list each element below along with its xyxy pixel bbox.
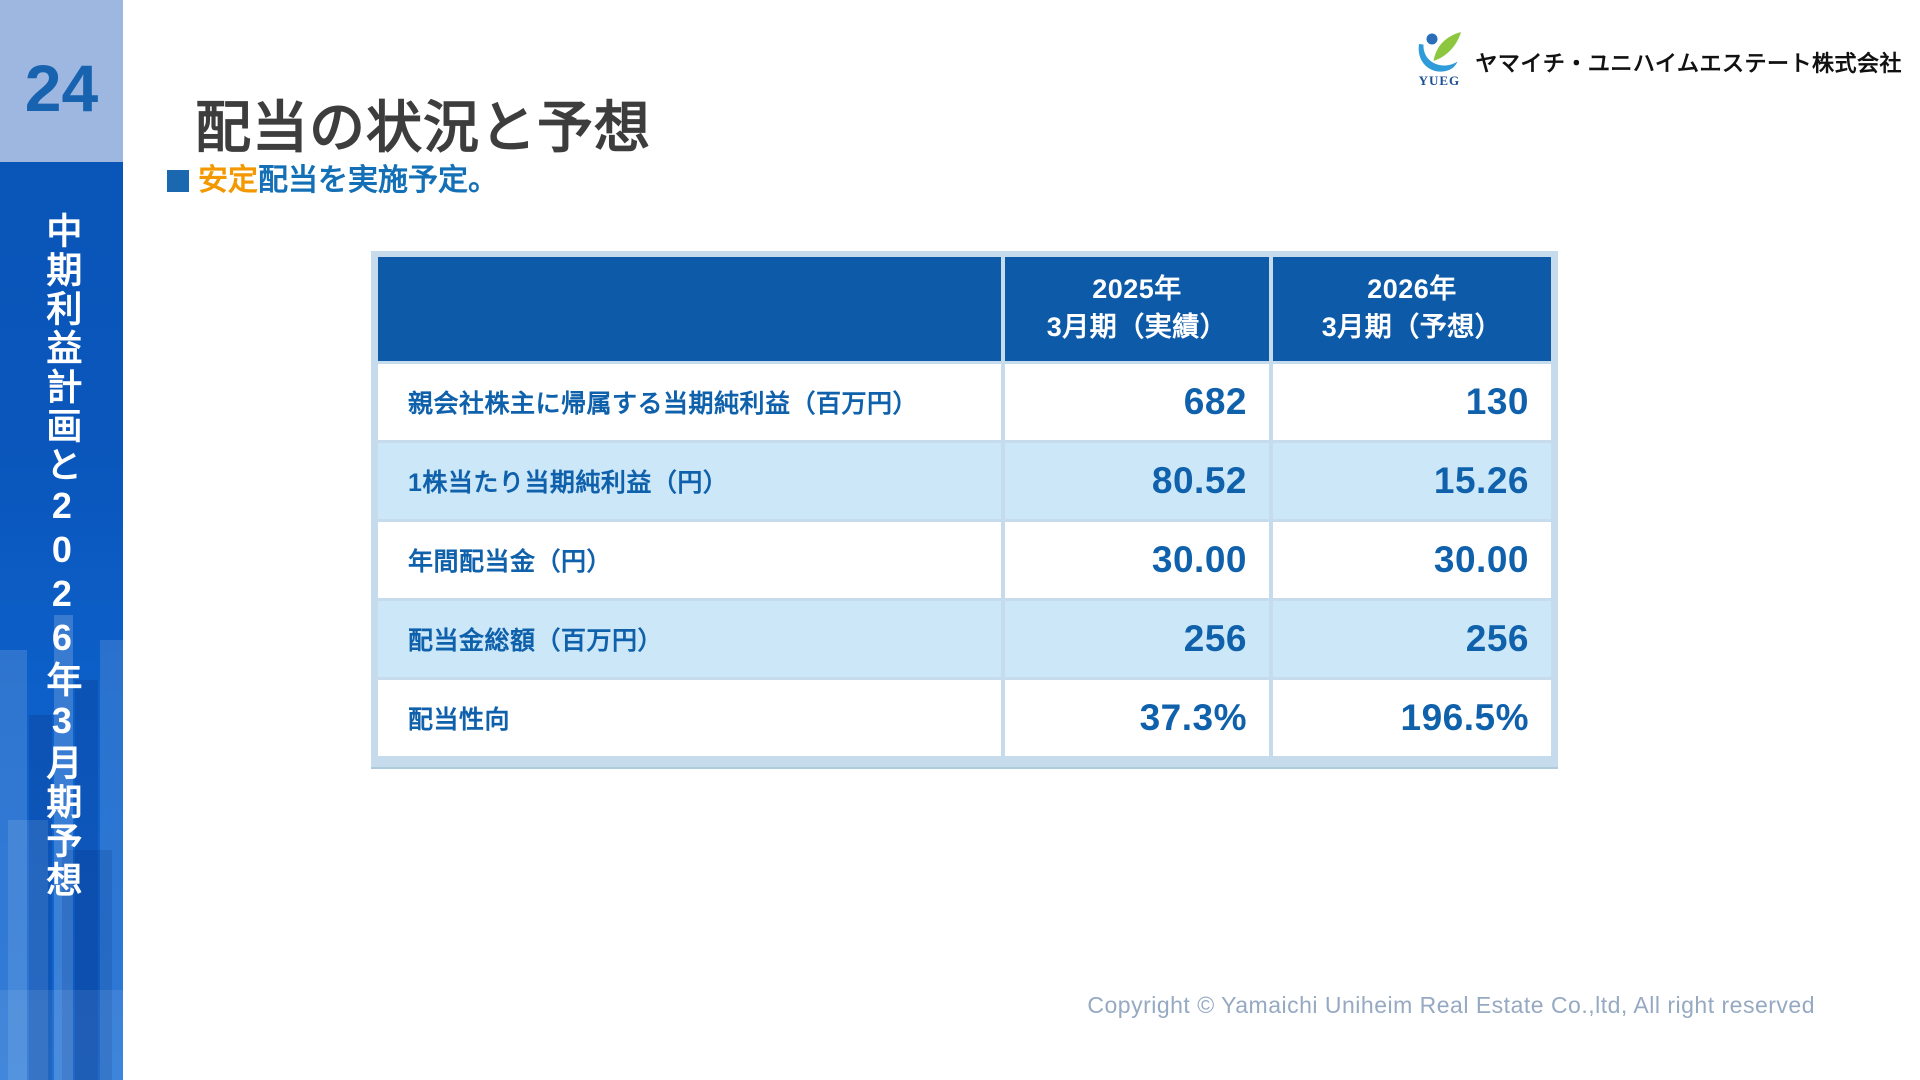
row-value-2026: 30.00 <box>1273 522 1551 598</box>
copyright-text: Copyright © Yamaichi Uniheim Real Estate… <box>1087 992 1815 1018</box>
sidebar-section-title-wrap: 中期利益計画と2026年3月期予想 <box>0 212 123 1052</box>
page-number-box: 24 <box>0 0 123 162</box>
header-fy2025-line1: 2025年 <box>1092 274 1182 305</box>
row-label: 1株当たり当期純利益（円） <box>378 443 1001 519</box>
row-label: 配当性向 <box>378 680 1001 756</box>
key-message-rest: 配当を実施予定。 <box>258 164 498 197</box>
row-label: 年間配当金（円） <box>378 522 1001 598</box>
row-label: 親会社株主に帰属する当期純利益（百万円） <box>378 364 1001 440</box>
table-header-fy2025: 2025年 3月期（実績） <box>1005 257 1269 361</box>
company-logo: YUEG ヤマイチ・ユニハイムエステート株式会社 <box>1412 32 1902 89</box>
table-header-empty <box>378 257 1001 361</box>
logo-mark-icon: YUEG <box>1412 32 1466 89</box>
table-header-fy2026: 2026年 3月期（予想） <box>1273 257 1551 361</box>
row-value-2025: 682 <box>1005 364 1269 440</box>
row-label: 配当金総額（百万円） <box>378 601 1001 677</box>
company-name: ヤマイチ・ユニハイムエステート株式会社 <box>1475 51 1902 76</box>
dividends-table: 2025年 3月期（実績） 2026年 3月期（予想） 親会社株主に帰属する当期… <box>371 251 1558 767</box>
logo-yueg-text: YUEG <box>1418 73 1461 88</box>
sidebar-section-title: 中期利益計画と2026年3月期予想 <box>41 212 83 900</box>
row-value-2026: 256 <box>1273 601 1551 677</box>
cityscape-image <box>0 615 123 1080</box>
header-fy2026-line2: 3月期（予想） <box>1321 312 1503 342</box>
bullet-square-icon <box>167 170 189 192</box>
row-value-2025: 256 <box>1005 601 1269 677</box>
row-value-2026: 130 <box>1273 364 1551 440</box>
row-value-2026: 196.5% <box>1273 680 1551 756</box>
page-number: 24 <box>24 51 99 125</box>
row-value-2025: 37.3% <box>1005 680 1269 756</box>
header-fy2026-line1: 2026年 <box>1367 274 1457 305</box>
key-message-highlight: 安定 <box>198 164 258 197</box>
row-value-2026: 15.26 <box>1273 443 1551 519</box>
row-value-2025: 30.00 <box>1005 522 1269 598</box>
page-title: 配当の状況と予想 <box>195 95 651 159</box>
row-value-2025: 80.52 <box>1005 443 1269 519</box>
sidebar-gradient-overlay <box>0 162 123 592</box>
header-fy2025-line2: 3月期（実績） <box>1046 312 1228 342</box>
sidebar: 24 中期利益計画と2026年3月期予想 <box>0 0 123 1080</box>
key-message: 安定 配当を実施予定。 <box>167 166 498 196</box>
